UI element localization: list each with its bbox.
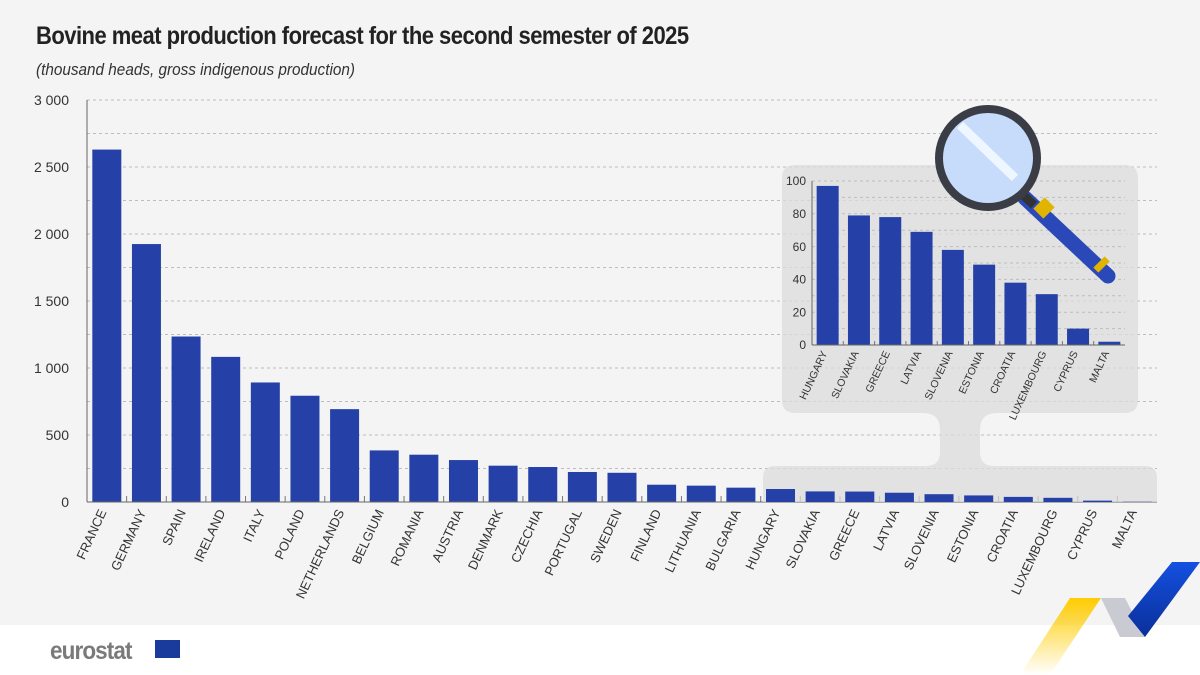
y-tick-label: 2 000 xyxy=(34,226,69,242)
bar-slovenia-highlight xyxy=(924,494,954,502)
bar-lithuania xyxy=(686,485,716,502)
bar-estonia-highlight xyxy=(964,495,994,502)
y-tick-label: 60 xyxy=(793,240,807,254)
y-tick-label: 3 000 xyxy=(34,92,69,108)
y-tick-label: 500 xyxy=(46,427,70,443)
x-tick-label: SWEDEN xyxy=(587,507,625,565)
x-tick-label: LATVIA xyxy=(870,507,902,553)
y-tick-label: 0 xyxy=(799,338,806,352)
x-tick-label: CZECHIA xyxy=(508,507,546,565)
bar-greece xyxy=(879,217,902,345)
bar-ireland xyxy=(211,356,241,502)
bar-austria xyxy=(448,460,478,502)
x-tick-label: FINLAND xyxy=(627,507,664,564)
bar-cyprus xyxy=(1067,328,1090,345)
bar-luxembourg xyxy=(1035,294,1058,345)
bar-cyprus-highlight xyxy=(1083,500,1113,502)
y-tick-label: 40 xyxy=(793,273,807,287)
y-tick-label: 100 xyxy=(786,174,806,188)
eurostat-logo: eurostat xyxy=(50,637,132,665)
bar-denmark xyxy=(488,465,518,502)
x-tick-label: MALTA xyxy=(1109,507,1140,551)
x-tick-label: ESTONIA xyxy=(944,507,982,565)
x-tick-label: SPAIN xyxy=(159,507,189,548)
bar-portugal xyxy=(567,471,597,502)
x-tick-label: SLOVENIA xyxy=(901,507,942,573)
y-tick-label: 20 xyxy=(793,305,807,319)
bar-latvia-highlight xyxy=(884,492,914,502)
bar-estonia xyxy=(973,264,996,345)
magnifier-band xyxy=(1093,256,1110,273)
x-tick-label: DENMARK xyxy=(465,507,506,573)
x-tick-label: LITHUANIA xyxy=(662,507,704,575)
y-tick-label: 1 000 xyxy=(34,360,69,376)
x-tick-label: HUNGARY xyxy=(742,507,783,572)
y-tick-label: 0 xyxy=(61,494,69,510)
x-tick-label: SLOVAKIA xyxy=(783,507,824,571)
bar-bulgaria xyxy=(726,487,756,502)
bar-luxembourg-highlight xyxy=(1043,497,1073,502)
x-tick-label: GERMANY xyxy=(108,507,150,573)
y-tick-label: 80 xyxy=(793,207,807,221)
bar-poland xyxy=(290,395,320,502)
bar-croatia xyxy=(1004,282,1027,345)
bar-latvia xyxy=(910,231,933,345)
bar-netherlands xyxy=(330,409,360,502)
bar-germany xyxy=(131,244,161,503)
chart-subtitle: (thousand heads, gross indigenous produc… xyxy=(36,60,355,79)
bar-czechia xyxy=(528,467,558,502)
bar-hungary xyxy=(816,185,839,345)
x-tick-label: ROMANIA xyxy=(387,507,426,569)
bar-france xyxy=(92,149,122,502)
x-tick-label: IRELAND xyxy=(191,507,228,564)
bar-slovakia-highlight xyxy=(805,491,835,502)
lens-glare xyxy=(956,121,1019,182)
bar-malta xyxy=(1098,341,1121,345)
y-tick-label: 1 500 xyxy=(34,293,69,309)
x-tick-label: CROATIA xyxy=(983,507,1021,565)
chart-title: Bovine meat production forecast for the … xyxy=(36,22,689,50)
bar-italy xyxy=(250,382,280,502)
bar-slovakia xyxy=(847,215,870,345)
eu-flag-icon xyxy=(155,640,180,658)
x-tick-label: ITALY xyxy=(240,507,268,545)
x-tick-label: GREECE xyxy=(826,507,863,563)
x-tick-label: AUSTRIA xyxy=(429,507,467,565)
bar-croatia-highlight xyxy=(1003,496,1033,502)
bar-belgium xyxy=(369,450,399,502)
x-tick-label: BELGIUM xyxy=(349,507,387,566)
x-tick-label: BULGARIA xyxy=(702,507,744,573)
bar-sweden xyxy=(607,472,637,502)
magnifying-glass-icon xyxy=(935,105,1116,284)
x-tick-label: FRANCE xyxy=(73,507,109,562)
bar-slovenia xyxy=(941,249,964,345)
bar-hungary-highlight xyxy=(766,489,796,502)
x-tick-label: PORTUGAL xyxy=(541,507,585,578)
y-tick-label: 2 500 xyxy=(34,159,69,175)
x-tick-label: CYPRUS xyxy=(1064,507,1101,563)
bar-finland xyxy=(647,484,677,502)
bar-greece-highlight xyxy=(845,491,875,502)
bar-romania xyxy=(409,454,439,502)
x-tick-label: POLAND xyxy=(271,507,307,562)
bar-spain xyxy=(171,336,201,502)
magnifier-band xyxy=(1033,197,1055,219)
